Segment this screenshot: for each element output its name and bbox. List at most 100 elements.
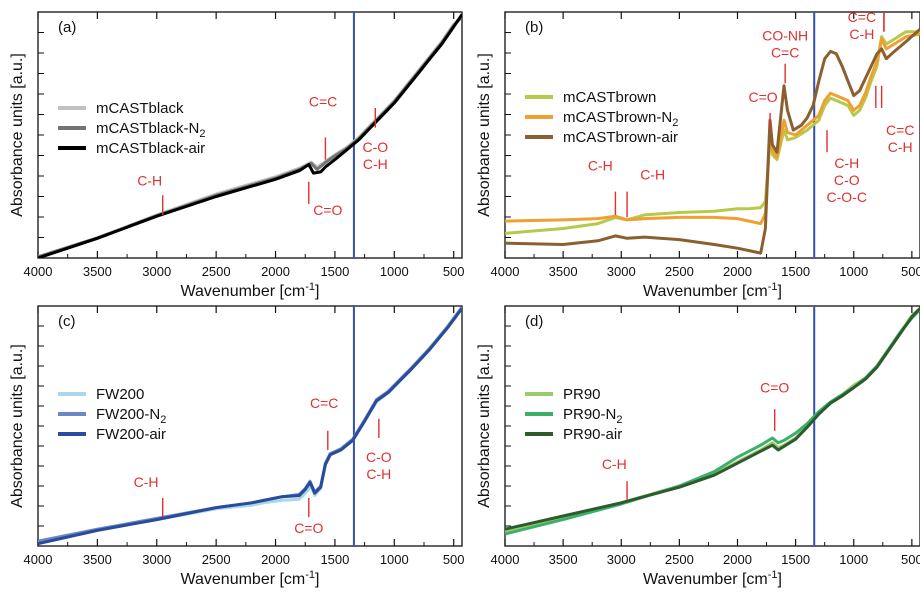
x-tick-label: 3500: [549, 552, 578, 567]
x-tick-label: 1000: [380, 552, 409, 567]
legend-label: mCASTblack-N2: [96, 120, 205, 140]
x-tick-label: 3000: [607, 264, 636, 279]
annotation-label: C-O: [362, 139, 388, 155]
legend-label: FW200: [96, 386, 144, 403]
band-annotation: C=CC-H: [883, 12, 914, 155]
annotation-label: C-H: [849, 26, 874, 42]
y-axis-title: Absorbance units [a.u.]: [476, 344, 493, 508]
annotation-label: C=O: [294, 520, 323, 536]
x-tick-label: 2000: [723, 552, 752, 567]
panel-label: (d): [525, 313, 543, 330]
x-tick-label: 2000: [261, 552, 290, 567]
x-tick-label: 4000: [24, 552, 53, 567]
band-annotation: C=C: [310, 395, 338, 450]
legend-label: mCASTbrown-N2: [563, 109, 678, 129]
annotation-label: C-H: [888, 139, 913, 155]
y-ticks: [38, 325, 44, 527]
legend-label: mCASTblack-air: [96, 140, 205, 157]
annotation-label: C=C: [848, 9, 876, 25]
annotation-label: C-H: [366, 466, 391, 482]
legend-label: FW200-N2: [96, 406, 166, 426]
x-tick-label: 3500: [549, 264, 578, 279]
x-axis-title: Wavenumber [cm-1]: [180, 281, 319, 300]
band-annotation: C=C: [309, 94, 337, 160]
annotation-label: C-H: [363, 156, 388, 172]
x-tick-label: 2500: [202, 552, 231, 567]
x-axis-title: Wavenumber [cm-1]: [643, 569, 782, 588]
x-tick-label: 3500: [83, 264, 112, 279]
series-group: [505, 28, 920, 255]
band-annotation: C-H: [137, 172, 164, 215]
band-annotation: C-H: [134, 474, 164, 518]
band-annotation: C-H: [626, 166, 665, 218]
panel-d: 4000 3500 3000 2500 2000 1500 1000 500 Wavenumbe…: [476, 305, 920, 588]
legend-label: PR90-N2: [563, 406, 622, 426]
annotation-label: C-O: [366, 449, 392, 465]
annotation-label: C-H: [834, 155, 859, 171]
x-tick-label: 500: [443, 264, 465, 279]
band-annotation: C-HC-OC-O-C: [826, 130, 867, 205]
x-tick-label: 4000: [491, 552, 520, 567]
band-annotation: C-H: [602, 456, 628, 501]
annotation-label: C-H: [588, 158, 613, 174]
x-tick-label: 3000: [142, 264, 171, 279]
legend-label: mCASTbrown-air: [563, 129, 678, 146]
y-ticks: [505, 32, 511, 238]
series-line: [505, 307, 920, 531]
x-tick-label: 2500: [665, 552, 694, 567]
legend-label: mCASTbrown: [563, 89, 656, 106]
band-annotation: C-H: [588, 158, 617, 215]
x-tick-label: 3000: [142, 552, 171, 567]
x-tick-label: 1500: [781, 552, 810, 567]
annotation-label: CO-NH: [762, 27, 808, 43]
x-axis-title: Wavenumber [cm-1]: [180, 569, 319, 588]
band-annotation: C=O: [294, 498, 323, 536]
x-tick-label: 2000: [723, 264, 752, 279]
panel-label: (c): [58, 313, 76, 330]
legend-label: PR90-air: [563, 426, 622, 443]
x-tick-label: 2500: [202, 264, 231, 279]
panel-c: 4000 3500 3000 2500 2000 1500 1000 500 Wavenumbe…: [9, 305, 465, 588]
x-tick-label: 500: [901, 264, 920, 279]
series-line: [38, 13, 462, 258]
panel-a: 4000 3500 3000 2500 2000 1500 1000 500 Wavenumbe…: [9, 11, 465, 300]
series-group: [38, 306, 462, 546]
legend-label: FW200-air: [96, 426, 166, 443]
annotation-label: C-H: [137, 172, 162, 188]
band-annotation: C-OC-H: [366, 418, 392, 482]
annotation-label: C=O: [313, 202, 342, 218]
band-annotation: C=CC-H: [848, 9, 877, 108]
annotation-label: C=C: [886, 122, 914, 138]
series-line: [505, 32, 920, 226]
series-line: [505, 28, 920, 255]
x-tick-label: 1000: [839, 552, 868, 567]
annotation-label: C=C: [309, 94, 337, 110]
band-annotation: C=O: [308, 181, 342, 218]
series-line: [38, 307, 462, 543]
band-annotation: CO-NHC=C: [762, 27, 808, 84]
legend-label: mCASTblack: [96, 100, 184, 117]
x-tick-label: 500: [443, 552, 465, 567]
annotation-label: C=O: [760, 379, 789, 395]
band-annotation: C=O: [748, 89, 778, 131]
annotation-label: C-O-C: [827, 189, 867, 205]
legend-label: PR90: [563, 386, 601, 403]
annotation-label: C=C: [771, 44, 799, 60]
x-tick-label: 1500: [320, 552, 349, 567]
series-group: [38, 13, 462, 258]
x-tick-label: 2500: [665, 264, 694, 279]
x-axis-title: Wavenumber [cm-1]: [643, 281, 782, 300]
x-tick-label: 4000: [491, 264, 520, 279]
x-tick-label: 1500: [781, 264, 810, 279]
annotation-label: C-H: [134, 474, 159, 490]
y-axis-title: Absorbance units [a.u.]: [476, 53, 493, 217]
x-tick-label: 1000: [380, 264, 409, 279]
series-line: [505, 30, 920, 235]
band-annotation: C-OC-H: [362, 107, 388, 172]
panel-b: 4000 3500 3000 2500 2000 1500 1000 500 Wavenumbe…: [476, 9, 920, 300]
annotation-label: C-H: [640, 166, 665, 182]
